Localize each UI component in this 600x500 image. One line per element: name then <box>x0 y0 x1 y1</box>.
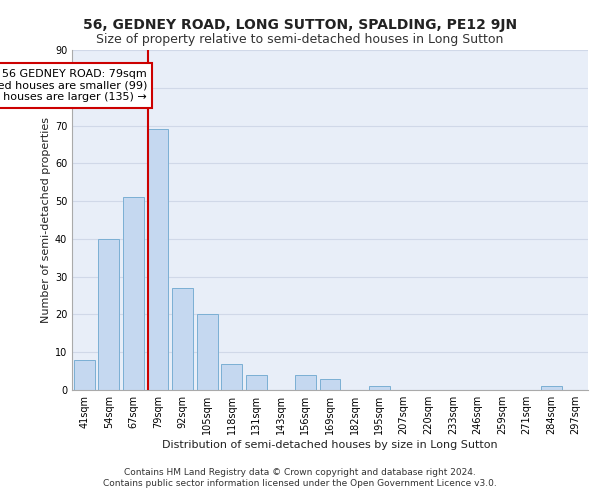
Bar <box>221 364 242 390</box>
Bar <box>541 386 562 390</box>
Bar <box>246 375 267 390</box>
Text: 56 GEDNEY ROAD: 79sqm
← 42% of semi-detached houses are smaller (99)
58% of semi: 56 GEDNEY ROAD: 79sqm ← 42% of semi-deta… <box>0 69 147 102</box>
X-axis label: Distribution of semi-detached houses by size in Long Sutton: Distribution of semi-detached houses by … <box>162 440 498 450</box>
Bar <box>295 375 316 390</box>
Bar <box>197 314 218 390</box>
Text: Contains HM Land Registry data © Crown copyright and database right 2024.
Contai: Contains HM Land Registry data © Crown c… <box>103 468 497 487</box>
Text: 56, GEDNEY ROAD, LONG SUTTON, SPALDING, PE12 9JN: 56, GEDNEY ROAD, LONG SUTTON, SPALDING, … <box>83 18 517 32</box>
Bar <box>123 198 144 390</box>
Bar <box>74 360 95 390</box>
Bar <box>320 378 340 390</box>
Bar <box>98 239 119 390</box>
Bar <box>172 288 193 390</box>
Y-axis label: Number of semi-detached properties: Number of semi-detached properties <box>41 117 50 323</box>
Text: Size of property relative to semi-detached houses in Long Sutton: Size of property relative to semi-detach… <box>97 32 503 46</box>
Bar <box>368 386 389 390</box>
Bar <box>148 130 169 390</box>
